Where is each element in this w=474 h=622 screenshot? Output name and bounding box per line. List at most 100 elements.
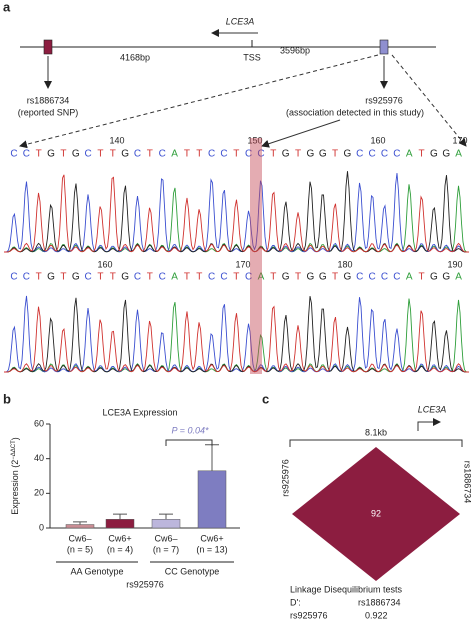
base-letter: G	[47, 149, 55, 160]
base-letter: T	[295, 149, 301, 160]
snp-note: (association detected in this study)	[286, 107, 424, 117]
base-letter: G	[121, 272, 129, 283]
position-label: 160	[370, 135, 385, 145]
base-letter: C	[381, 272, 388, 283]
base-letter: T	[295, 272, 301, 283]
base-letter: C	[245, 272, 252, 283]
base-letter: A	[258, 272, 265, 283]
base-letter: C	[23, 272, 30, 283]
error-bar	[113, 513, 127, 520]
base-letter: A	[406, 149, 413, 160]
bar	[151, 519, 181, 529]
position-label: 170	[452, 135, 467, 145]
base-letter: G	[344, 272, 352, 283]
base-letter: A	[406, 272, 413, 283]
distance-label: 8.1kb	[365, 427, 387, 437]
base-letter: C	[356, 149, 363, 160]
table-column: rs1886734	[358, 597, 401, 607]
base-letter: T	[418, 149, 424, 160]
y-tick-label: 60	[34, 418, 44, 428]
y-tick-label: 40	[34, 453, 44, 463]
n-label: (n = 5)	[67, 544, 93, 554]
base-letter: T	[36, 272, 42, 283]
group-label: CC Genotype	[165, 566, 220, 576]
x-tick-label: Cw6+	[200, 533, 223, 543]
trace	[4, 173, 469, 253]
table-measure: D':	[290, 597, 301, 607]
base-letter: C	[257, 149, 264, 160]
base-letter: T	[97, 149, 103, 160]
x-tick-label: Cw6–	[154, 533, 177, 543]
base-letter: T	[332, 149, 338, 160]
base-letter: A	[171, 272, 178, 283]
trace	[4, 298, 469, 373]
base-letter: T	[184, 149, 190, 160]
trace	[4, 305, 469, 373]
base-letter: G	[72, 272, 80, 283]
position-label: 140	[109, 135, 124, 145]
base-letter: C	[220, 149, 227, 160]
trace	[4, 184, 469, 253]
bar-chart: LCE3A Expression Expression (2−ΔΔCT) 0 20 40…	[10, 407, 240, 554]
base-letter: T	[233, 149, 239, 160]
base-letter: C	[159, 149, 166, 160]
base-letter: C	[381, 149, 388, 160]
ld-diamond	[292, 447, 460, 581]
tss-label: TSS	[243, 52, 261, 62]
gene-arrow	[417, 418, 441, 431]
base-letter: T	[110, 272, 116, 283]
snp-label: rs1886734	[463, 461, 473, 504]
table-row: rs925976	[290, 610, 328, 620]
snp-box	[43, 39, 53, 55]
p-value: P = 0.04*	[172, 425, 209, 435]
y-tick-label: 0	[39, 522, 44, 532]
distance-bracket	[289, 439, 463, 447]
base-letter: C	[369, 272, 376, 283]
base-letter: C	[208, 149, 215, 160]
base-letter: G	[307, 272, 315, 283]
base-letter: G	[430, 272, 438, 283]
base-letter: T	[147, 272, 153, 283]
base-letter: G	[319, 149, 327, 160]
base-letter: T	[110, 149, 116, 160]
base-letter: T	[418, 272, 424, 283]
y-axis-label-part: )	[10, 437, 20, 440]
position-label: 190	[447, 259, 462, 269]
base-letter: C	[393, 272, 400, 283]
base-letter: G	[307, 149, 315, 160]
base-letter: C	[84, 272, 91, 283]
base-letter: C	[134, 149, 141, 160]
position-label: 170	[235, 259, 250, 269]
y-axis-label: Expression (2−ΔΔCT)	[10, 437, 20, 515]
base-letter: C	[245, 149, 252, 160]
ld-value: 92	[371, 508, 381, 518]
y-tick-label: 20	[34, 488, 44, 498]
snp-pointer	[261, 119, 341, 148]
base-letter: G	[72, 149, 80, 160]
base-letter: G	[319, 272, 327, 283]
chart-title: LCE3A Expression	[102, 407, 177, 417]
error-bar	[159, 513, 173, 520]
base-letter: T	[196, 149, 202, 160]
bar	[197, 470, 227, 529]
position-label: 180	[337, 259, 352, 269]
gene-label: LCE3A	[226, 16, 255, 26]
position-label: 150	[247, 135, 262, 145]
base-letter: T	[60, 149, 66, 160]
significance-bracket	[165, 439, 213, 446]
y-axis-label-part: −ΔΔCT	[11, 440, 17, 460]
base-letter: G	[442, 149, 450, 160]
base-letter: T	[97, 272, 103, 283]
trace	[4, 296, 469, 373]
base-letter: T	[147, 149, 153, 160]
base-letter: T	[332, 272, 338, 283]
base-letter: C	[369, 149, 376, 160]
group-label: AA Genotype	[70, 566, 123, 576]
base-letter: G	[121, 149, 129, 160]
base-letter: G	[430, 149, 438, 160]
base-letter: C	[208, 272, 215, 283]
base-letter: G	[47, 272, 55, 283]
y-axis-label-part: Expression (2	[10, 460, 20, 515]
base-letter: C	[84, 149, 91, 160]
